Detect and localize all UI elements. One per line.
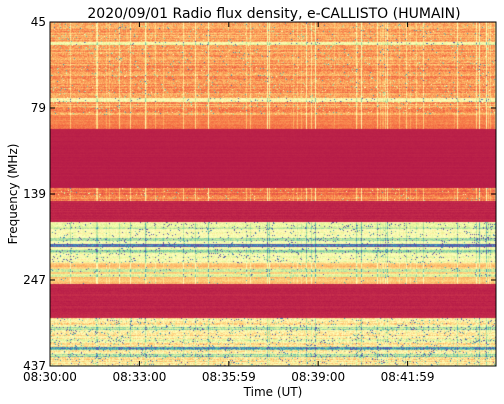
x-tick-label: 08:30:00	[23, 370, 77, 384]
heatmap-canvas	[50, 22, 496, 366]
y-axis-ticks: 45 79 139 247 437	[23, 15, 496, 373]
x-axis-label: Time (UT)	[243, 385, 303, 399]
y-tick-label: 247	[23, 273, 46, 287]
x-tick-label: 08:35:59	[202, 370, 256, 384]
x-tick-label: 08:41:59	[381, 370, 435, 384]
y-tick-label: 139	[23, 187, 46, 201]
x-tick-label: 08:33:00	[112, 370, 166, 384]
y-tick-label: 45	[31, 15, 46, 29]
x-axis-ticks: 08:30:00 08:33:00 08:35:59 08:39:00 08:41:59	[23, 22, 435, 384]
heatmap-plot-area	[50, 22, 496, 366]
x-tick-label: 08:39:00	[291, 370, 345, 384]
y-axis-label: Frequency (MHz)	[6, 144, 20, 245]
y-tick-label: 437	[23, 359, 46, 373]
y-tick-label: 79	[31, 101, 46, 115]
chart-title: 2020/09/01 Radio flux density, e-CALLIST…	[87, 6, 460, 22]
